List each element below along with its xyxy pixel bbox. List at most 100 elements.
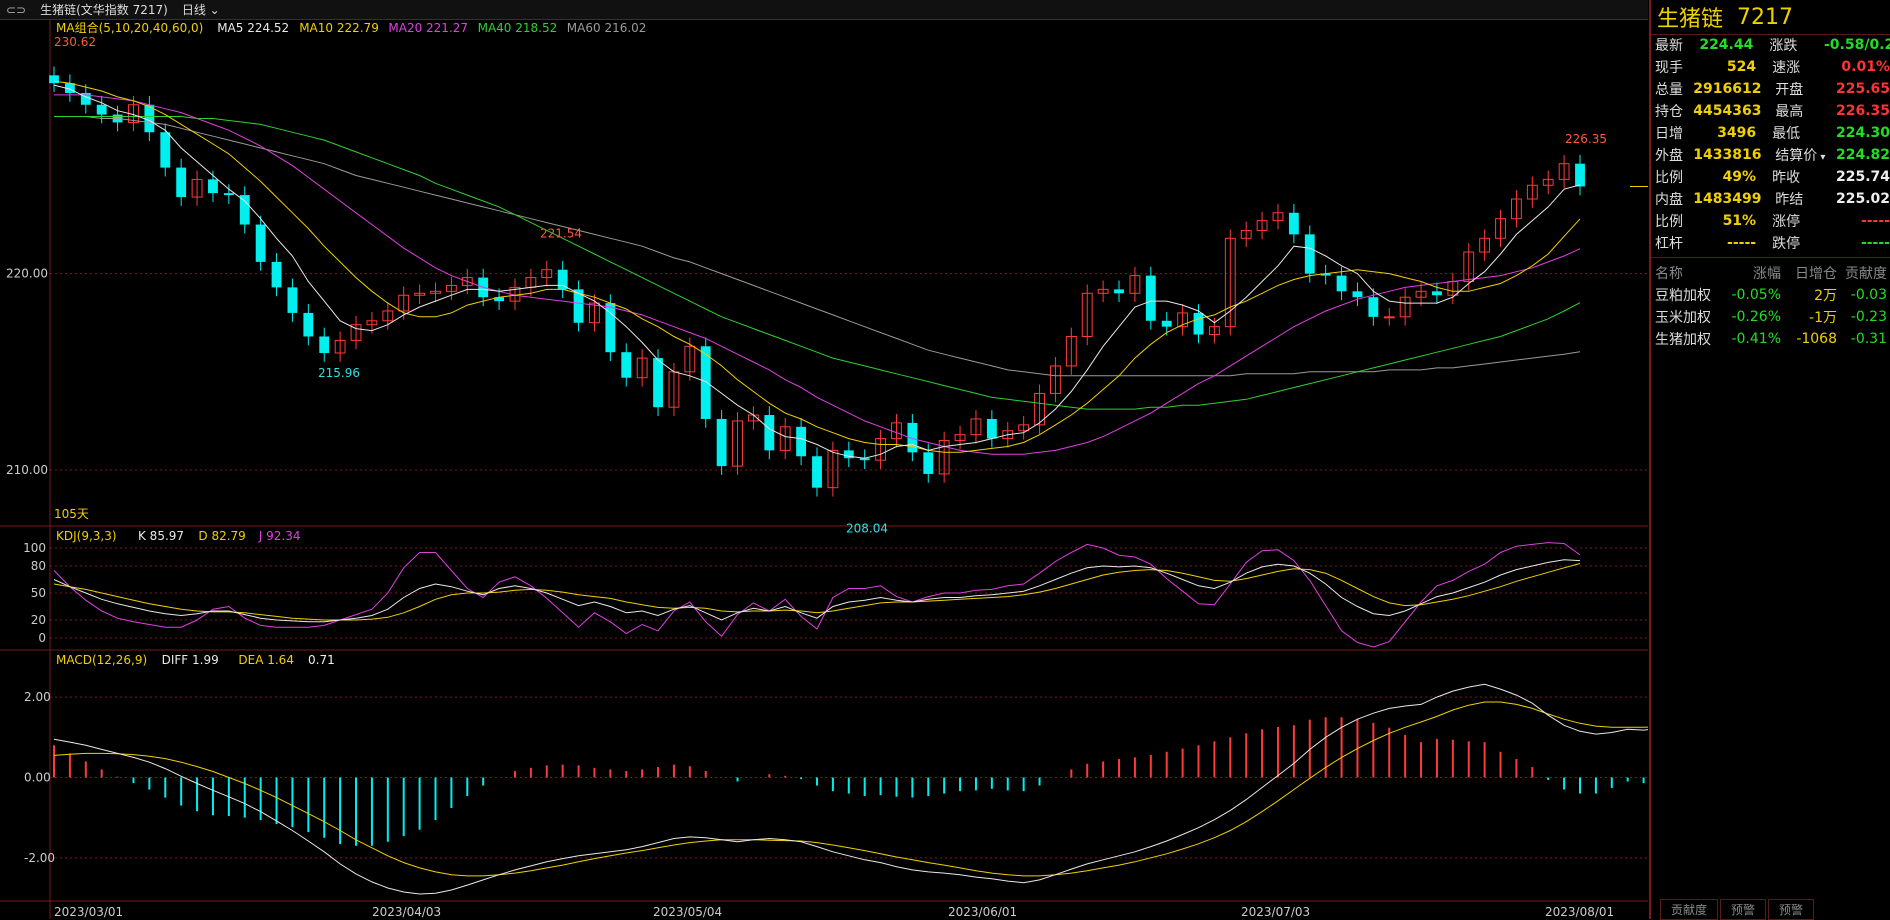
column-header[interactable]: 日增仓 <box>1795 266 1837 282</box>
candle-body <box>1368 297 1379 317</box>
candle-body <box>414 292 426 296</box>
quote-label: 比例 <box>1655 214 1683 230</box>
kdj-legend-d: D 82.79 <box>198 529 245 543</box>
candle-body <box>1558 163 1570 180</box>
tab-2[interactable]: 预警 <box>1768 899 1815 920</box>
quote-value: 2916612 <box>1693 81 1762 97</box>
cell-name: 豆粕加权 <box>1655 288 1711 304</box>
candle-body <box>319 336 330 353</box>
kdj-tick-label: 80 <box>31 559 46 573</box>
candle-body <box>271 261 282 288</box>
candle-body <box>589 302 600 324</box>
cell-c: -0.03 <box>1850 287 1887 303</box>
ma5-line <box>53 84 1581 459</box>
cell-oi: -1万 <box>1809 310 1837 326</box>
candle-body <box>208 179 218 194</box>
candle-body <box>334 339 346 354</box>
quote-label: 昨收 <box>1772 170 1801 186</box>
contribution-row[interactable]: 玉米加权 -0.26% -1万 -0.23 <box>1651 306 1890 328</box>
low-annotation: 215.96 <box>318 366 360 380</box>
ma-legend-ma5: MA5 224.52 <box>217 21 289 35</box>
dropdown-icon[interactable]: ▾ <box>1817 152 1826 163</box>
contribution-row[interactable]: 豆粕加权 -0.05% 2万 -0.03 <box>1651 284 1890 306</box>
candle-body <box>1415 290 1427 298</box>
cell-c: -0.31 <box>1850 331 1887 347</box>
ma-legend-ma20: MA20 221.27 <box>388 21 468 35</box>
period-selector[interactable]: 日线 ⌄ <box>181 3 220 17</box>
column-header[interactable]: 贡献度 <box>1845 266 1887 282</box>
candle-body <box>1542 178 1554 186</box>
column-header[interactable]: 名称 <box>1655 266 1683 282</box>
chevron-down-icon: ⌄ <box>209 3 220 17</box>
candle-body <box>191 178 203 198</box>
candle-body <box>1050 365 1061 394</box>
quote-label: 昨结 <box>1775 192 1804 208</box>
quote-value: 226.35 <box>1835 103 1890 119</box>
kdj-legend-k: K 85.97 <box>138 529 184 543</box>
quote-label: 日增 <box>1655 126 1683 142</box>
contribution-row[interactable]: 生猪加权 -0.41% -1068 -0.31 <box>1651 328 1890 350</box>
candle-body <box>303 312 314 337</box>
candle-body <box>494 297 505 302</box>
candle-body <box>80 92 91 105</box>
quote-value: 224.44 <box>1699 37 1754 53</box>
candle-body <box>541 269 553 279</box>
candle-body <box>796 426 807 457</box>
macd-tick-label: -2.00 <box>24 851 55 865</box>
candle-body <box>1432 291 1442 296</box>
candle-body <box>1193 312 1204 335</box>
candle-body <box>445 284 457 292</box>
candle-body <box>907 422 918 453</box>
candle-body <box>923 452 934 474</box>
kdj-tick-label: 100 <box>23 541 46 555</box>
cell-name: 生猪加权 <box>1655 332 1711 348</box>
x-tick-label: 2023/05/04 <box>653 905 722 919</box>
price-chart[interactable]: 210.00 220.00 100 80 50 20 0 2.00 0.00 -2.00 230.6… <box>0 20 1648 919</box>
candle-body <box>144 104 155 133</box>
candle-body <box>653 358 663 408</box>
quote-label: 开盘 <box>1775 82 1804 98</box>
candle-body <box>366 320 378 326</box>
candle-body <box>636 357 648 379</box>
candle-body <box>1208 326 1220 336</box>
quote-value: ----- <box>1860 235 1890 251</box>
candle-body <box>1081 292 1093 337</box>
cell-pct: -0.41% <box>1731 331 1781 347</box>
quote-value: 0.01% <box>1841 59 1890 75</box>
candle-body <box>605 303 616 353</box>
column-header[interactable]: 涨幅 <box>1753 266 1781 282</box>
candle-body <box>287 287 298 313</box>
candle-body <box>1018 424 1030 432</box>
candle-body <box>1114 289 1124 294</box>
candle-body <box>1256 220 1268 231</box>
candle-body <box>1463 251 1475 283</box>
quote-label: 涨跌 <box>1769 38 1798 54</box>
candle-body <box>350 324 362 341</box>
quote-label: 总量 <box>1655 82 1683 98</box>
ma60-line <box>54 116 1581 377</box>
candle-body <box>954 434 966 442</box>
candle-body <box>1288 212 1299 235</box>
quote-label: 速涨 <box>1772 60 1801 76</box>
kdj-tick-label: 20 <box>31 613 46 627</box>
cell-oi: -1068 <box>1796 331 1837 347</box>
tab-1[interactable]: 预警 <box>1720 899 1767 920</box>
y-tick-label: 210.00 <box>6 463 48 477</box>
candle-body <box>223 193 234 196</box>
quote-label: 杠杆 <box>1655 236 1683 252</box>
candle-body <box>1304 234 1315 274</box>
macd-legend-macd: 0.71 <box>308 653 335 667</box>
candle-body <box>1352 291 1363 298</box>
candle-body <box>1002 430 1014 440</box>
candle-body <box>1272 212 1284 222</box>
x-tick-label: 2023/04/03 <box>372 905 441 919</box>
tab-0[interactable]: 贡献度 <box>1660 899 1719 920</box>
quote-label: 持仓 <box>1655 104 1683 120</box>
candle-body <box>1510 198 1522 220</box>
candle-body <box>1526 184 1538 200</box>
macd-tick-label: 2.00 <box>24 690 51 704</box>
quote-row: 持仓 4454363 最高 226.35 <box>1651 100 1890 122</box>
quote-value: ----- <box>1860 213 1890 229</box>
low-annotation: 208.04 <box>846 522 888 536</box>
quote-value: 1483499 <box>1693 191 1762 207</box>
